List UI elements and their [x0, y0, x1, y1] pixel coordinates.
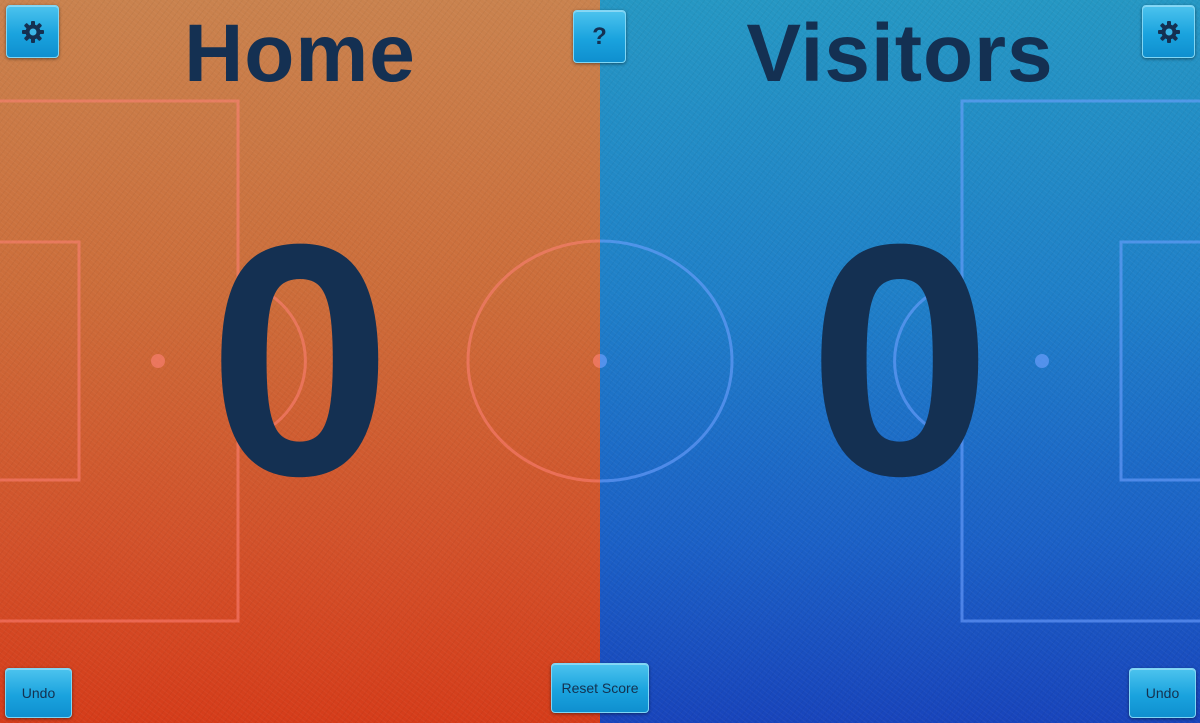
- help-button[interactable]: ?: [573, 10, 626, 63]
- visitors-team-name[interactable]: Visitors: [746, 8, 1054, 99]
- reset-score-button[interactable]: Reset Score: [551, 663, 649, 713]
- home-undo-button[interactable]: Undo: [5, 668, 72, 718]
- visitors-settings-button[interactable]: [1142, 5, 1195, 58]
- home-score[interactable]: 0: [208, 175, 392, 544]
- visitors-half[interactable]: Visitors 0: [600, 0, 1200, 723]
- gear-icon: [21, 20, 44, 43]
- undo-label: Undo: [1145, 685, 1180, 701]
- visitors-undo-button[interactable]: Undo: [1129, 668, 1196, 718]
- undo-label: Undo: [21, 685, 56, 701]
- home-settings-button[interactable]: [6, 5, 59, 58]
- home-half[interactable]: Home 0: [0, 0, 600, 723]
- gear-icon: [1157, 20, 1180, 43]
- reset-score-label: Reset Score: [561, 680, 639, 696]
- help-icon: ?: [592, 22, 607, 50]
- visitors-score[interactable]: 0: [808, 175, 992, 544]
- home-team-name[interactable]: Home: [184, 8, 416, 99]
